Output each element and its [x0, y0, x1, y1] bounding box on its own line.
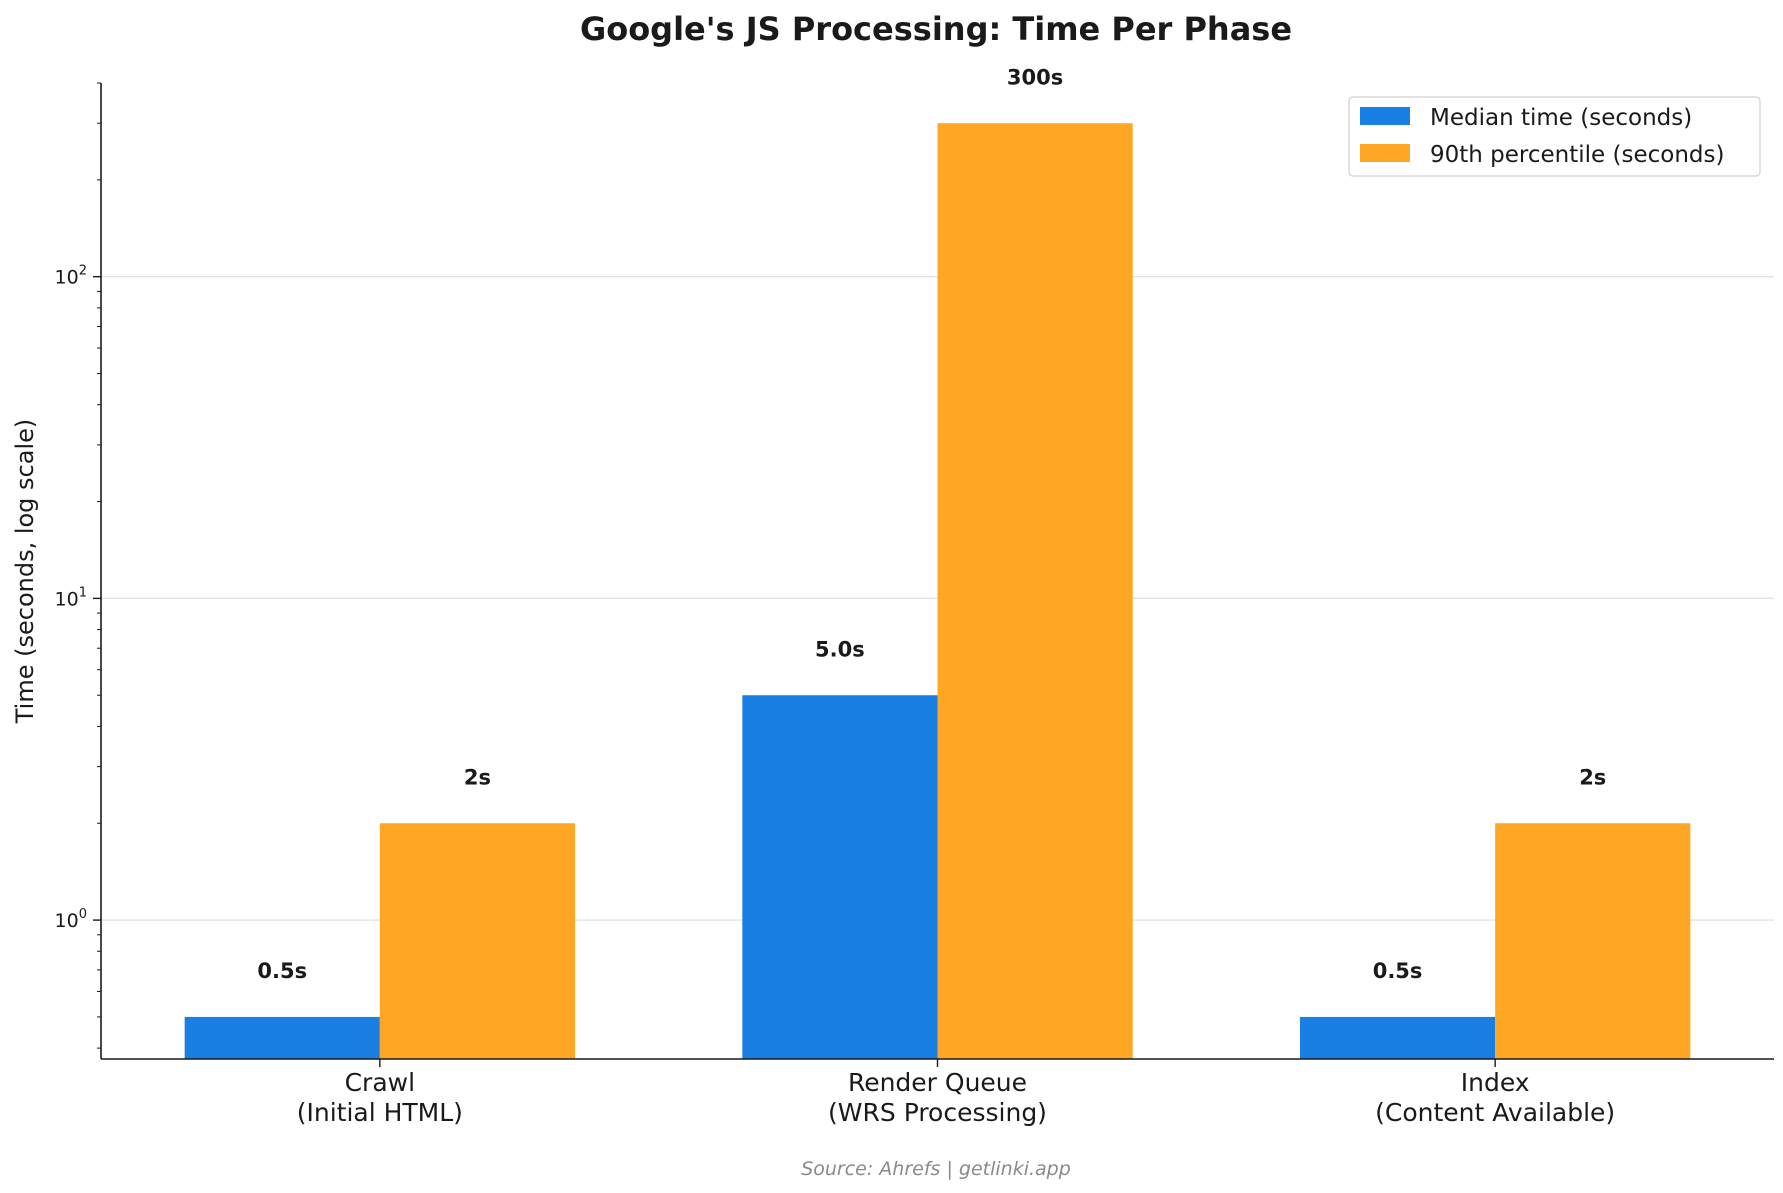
data-label-s1-c2: 2s [1579, 765, 1606, 789]
chart-title: Google's JS Processing: Time Per Phase [580, 10, 1292, 48]
legend-box [1348, 96, 1761, 177]
legend: Median time (seconds) 90th percentile (s… [1348, 96, 1761, 177]
bar-s1-c1 [937, 123, 1133, 1059]
y-tick-label-1: 101 [55, 585, 87, 610]
x-tick-label-0-line-1: (Initial HTML) [297, 1098, 463, 1127]
source-note: Source: Ahrefs | getlinki.app [801, 1158, 1071, 1180]
legend-label-p90: 90th percentile (seconds) [1430, 142, 1724, 168]
data-labels: 0.5s 5.0s 0.5s 2s 300s 2s [257, 65, 1606, 983]
data-label-s1-c1: 300s [1007, 65, 1063, 89]
data-label-s0-c1: 5.0s [815, 637, 865, 661]
y-axis-label: Time (seconds, log scale) [11, 419, 39, 725]
data-label-s0-c2: 0.5s [1373, 959, 1423, 983]
bar-s1-c0 [379, 823, 576, 1059]
bar-s0-c2 [1299, 1016, 1496, 1059]
y-tick-label-2: 102 [55, 264, 87, 289]
x-tick-label-2-line-0: Index [1461, 1068, 1530, 1097]
bar-s1-c2 [1495, 823, 1691, 1059]
bar-s0-c0 [184, 1016, 380, 1059]
legend-swatch-p90 [1360, 144, 1410, 162]
x-tick-labels: Crawl(Initial HTML) Render Queue(WRS Proc… [297, 1059, 1615, 1127]
y-tick-label-0: 100 [55, 907, 87, 932]
data-label-s0-c0: 0.5s [257, 959, 307, 983]
x-tick-label-0-line-0: Crawl [345, 1068, 415, 1097]
data-label-s1-c0: 2s [464, 765, 491, 789]
x-tick-label-1-line-1: (WRS Processing) [828, 1098, 1047, 1127]
bar-s0-c1 [742, 695, 938, 1059]
x-tick-label-1-line-0: Render Queue [848, 1068, 1027, 1097]
x-tick-label-2-line-1: (Content Available) [1375, 1098, 1615, 1127]
legend-swatch-median [1360, 107, 1410, 125]
legend-label-median: Median time (seconds) [1430, 105, 1692, 131]
bars [184, 123, 1691, 1059]
y-ticks: 100 101 102 [55, 82, 101, 1049]
